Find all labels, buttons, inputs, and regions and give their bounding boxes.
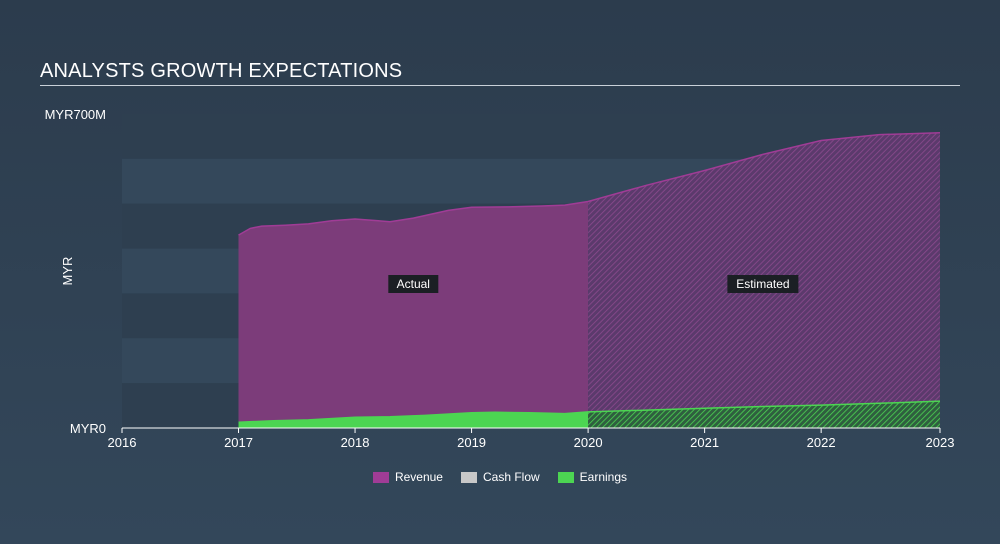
legend: Revenue Cash Flow Earnings (0, 470, 1000, 484)
x-tick-label: 2020 (574, 435, 603, 450)
actual-label: Actual (397, 277, 430, 291)
legend-label-cash-flow: Cash Flow (482, 470, 540, 484)
earnings-line (238, 400, 941, 423)
x-tick-label: 2018 (341, 435, 370, 450)
y-tick-label-min: MYR0 (70, 421, 106, 436)
legend-label-revenue: Revenue (394, 470, 443, 484)
actual-label-bg (388, 275, 439, 293)
legend-swatch-earnings (557, 471, 574, 483)
title-divider (40, 85, 960, 86)
legend-label-earnings: Earnings (579, 470, 628, 484)
y-axis-title: MYR (60, 257, 75, 286)
revenue-line (238, 132, 941, 236)
legend-item-cash-flow[interactable]: Cash Flow (460, 470, 540, 484)
x-tick-label: 2022 (807, 435, 836, 450)
legend-swatch-cash-flow (460, 471, 477, 483)
estimated-label: Estimated (736, 277, 789, 291)
x-tick-label: 2016 (108, 435, 137, 450)
x-tick-label: 2019 (457, 435, 486, 450)
chart-title: ANALYSTS GROWTH EXPECTATIONS (40, 60, 403, 82)
estimated-label-bg (727, 275, 799, 293)
earnings-area-estimated (588, 401, 940, 428)
legend-item-earnings[interactable]: Earnings (557, 470, 628, 484)
y-tick-label-max: MYR700M (45, 107, 106, 122)
legend-swatch-revenue (372, 471, 389, 483)
revenue-area-actual (238, 201, 589, 428)
x-tick-label: 2017 (224, 435, 253, 450)
x-tick-label: 2023 (926, 435, 955, 450)
legend-item-revenue[interactable]: Revenue (372, 470, 443, 484)
earnings-area-actual (238, 411, 589, 428)
x-tick-label: 2021 (690, 435, 719, 450)
